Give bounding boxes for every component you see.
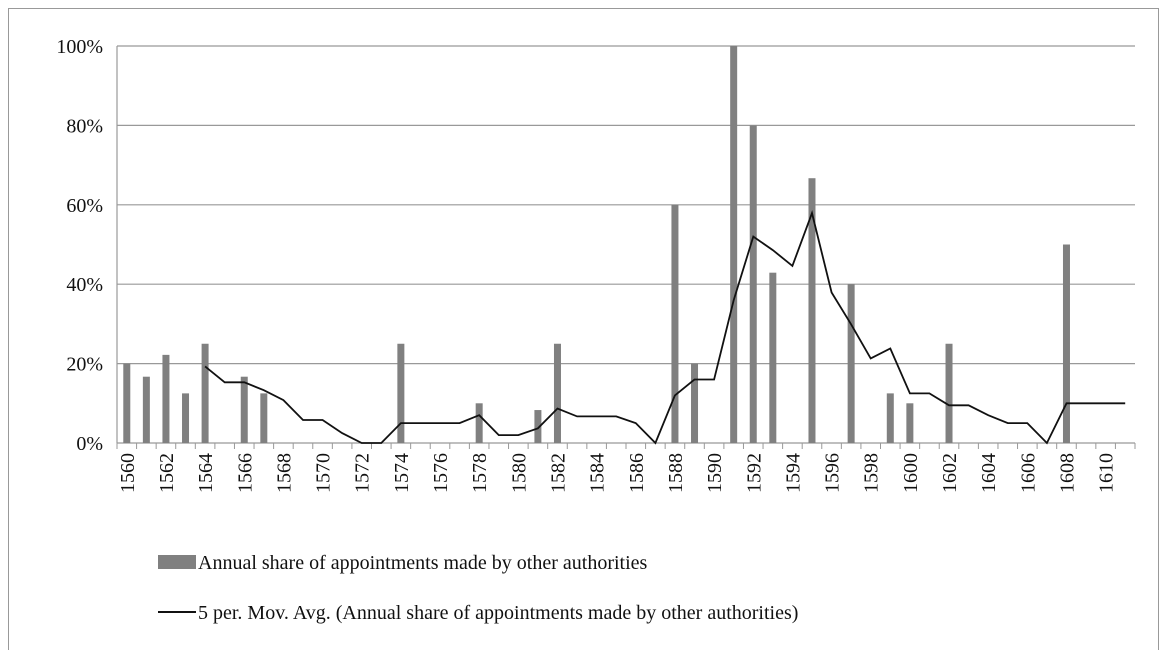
chart-frame (8, 8, 1159, 655)
x-tick-label: 1562 (156, 453, 178, 493)
x-tick-label: 1560 (117, 453, 139, 493)
y-tick-label: 80% (66, 115, 103, 137)
legend-swatch (158, 555, 196, 569)
bar (397, 343, 405, 443)
bar (534, 410, 542, 443)
x-tick-label: 1596 (822, 453, 844, 493)
x-tick-label: 1590 (704, 453, 726, 493)
bar (201, 343, 209, 443)
moving-average-line (204, 210, 1126, 445)
bar (906, 403, 914, 443)
y-tick-label: 0% (76, 433, 103, 455)
bar (769, 272, 777, 443)
x-tick-label: 1608 (1056, 453, 1078, 493)
legend-label: Annual share of appointments made by oth… (198, 552, 648, 574)
bar (260, 393, 268, 443)
bar (240, 376, 248, 443)
x-tick-label: 1570 (313, 453, 335, 493)
y-tick-label: 60% (66, 195, 103, 217)
x-tick-label: 1572 (352, 453, 374, 493)
bar (475, 403, 483, 443)
bar (182, 393, 190, 443)
x-tick-label: 1586 (626, 453, 648, 493)
x-tick-label: 1582 (547, 453, 569, 493)
x-tick-label: 1606 (1017, 453, 1039, 493)
bar (730, 46, 738, 443)
bar (886, 393, 894, 443)
x-tick-label: 1610 (1096, 453, 1118, 493)
bar (945, 343, 953, 443)
x-tick-label: 1604 (978, 453, 1000, 493)
x-tick-label: 1602 (939, 453, 961, 493)
bar (1062, 244, 1070, 443)
bar (847, 284, 855, 443)
x-tick-label: 1566 (234, 453, 256, 493)
bar (162, 354, 170, 443)
bar (749, 125, 757, 444)
x-tick-label: 1584 (587, 453, 609, 493)
x-tick-label: 1598 (861, 453, 883, 493)
bar (123, 363, 131, 443)
x-tick-label: 1574 (391, 453, 413, 493)
y-tick-label: 100% (56, 36, 103, 58)
bar (808, 178, 816, 444)
legend-label: 5 per. Mov. Avg. (Annual share of appoin… (198, 602, 798, 624)
x-tick-label: 1576 (430, 453, 452, 493)
bar (142, 376, 150, 443)
y-tick-label: 40% (66, 274, 103, 296)
x-tick-label: 1564 (195, 453, 217, 493)
x-tick-label: 1600 (900, 453, 922, 493)
x-tick-label: 1580 (508, 453, 530, 493)
x-tick-label: 1594 (782, 453, 804, 493)
x-tick-label: 1568 (273, 453, 295, 493)
y-tick-label: 20% (66, 354, 103, 376)
bar (691, 363, 699, 443)
x-tick-label: 1588 (665, 453, 687, 493)
x-tick-label: 1578 (469, 453, 491, 493)
x-tick-label: 1592 (743, 453, 765, 493)
bar (553, 343, 561, 443)
bar (671, 204, 679, 443)
